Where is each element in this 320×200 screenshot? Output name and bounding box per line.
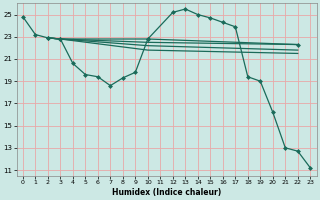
X-axis label: Humidex (Indice chaleur): Humidex (Indice chaleur) [112, 188, 221, 197]
